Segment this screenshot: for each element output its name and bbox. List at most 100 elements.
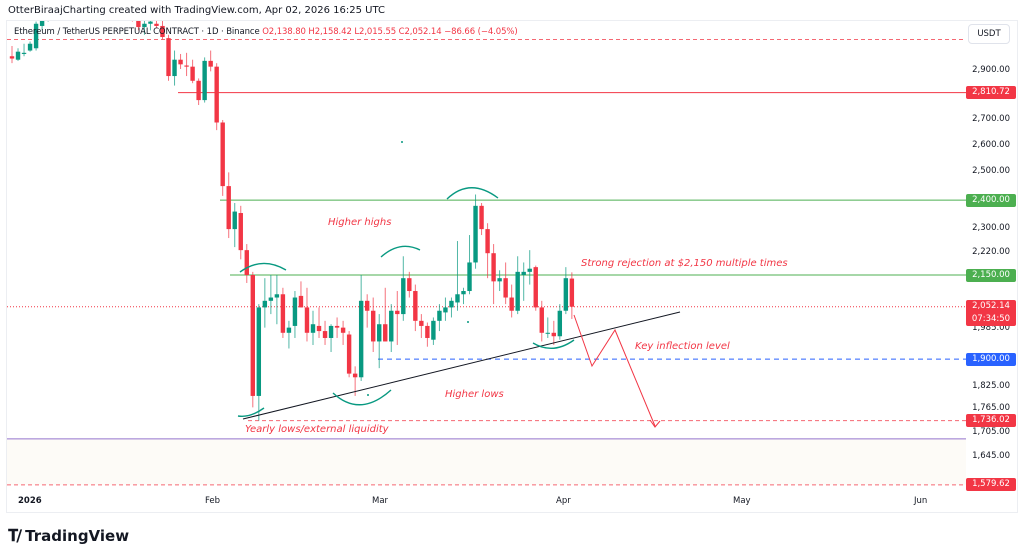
candle-body[interactable] [27,43,33,51]
candle-body[interactable] [274,294,280,298]
candle-body[interactable] [334,325,340,328]
candle-body[interactable] [76,4,80,6]
candle-body[interactable] [136,15,141,28]
candle-body[interactable] [286,327,292,333]
candle-body[interactable] [473,205,478,263]
candle-body[interactable] [431,320,436,340]
candle-body[interactable] [52,0,56,9]
price-level-label[interactable]: 2,400.00 [966,193,1016,207]
candle-body[interactable] [160,25,165,38]
candle-body[interactable] [497,278,502,282]
chart-frame[interactable] [6,20,1018,513]
price-level-label[interactable]: 1,900.00 [966,352,1016,366]
candle-body[interactable] [413,291,418,321]
candle-body[interactable] [196,80,201,101]
price-level-label[interactable]: 1,579.62 [966,478,1016,492]
candle-body[interactable] [58,0,62,4]
candle-body[interactable] [569,278,575,307]
candle-body[interactable] [256,307,262,396]
candle-body[interactable] [527,268,532,272]
candle-body[interactable] [172,59,177,77]
candle-body[interactable] [190,66,195,81]
candle-body[interactable] [9,56,15,59]
candle-body[interactable] [437,310,442,321]
candle-body[interactable] [220,122,225,187]
candle-body[interactable] [322,331,328,338]
candle-body[interactable] [389,310,394,342]
candle-body[interactable] [419,320,424,326]
candle-body[interactable] [395,310,400,315]
price-level-label[interactable]: 2,150.00 [966,268,1016,282]
candle-body[interactable] [346,334,352,374]
candle-body[interactable] [21,52,27,54]
tradingview-logo[interactable]: 𝐓∕ TradingView [8,526,129,546]
candle-body[interactable] [425,325,430,338]
candle-body[interactable] [268,297,274,301]
candle-body[interactable] [292,297,298,326]
candle-body[interactable] [214,66,219,123]
currency-button[interactable]: USDT [968,24,1010,44]
candle-body[interactable] [142,23,147,28]
candle-body[interactable] [148,21,153,24]
candle-body[interactable] [178,59,183,65]
candle-body[interactable] [485,229,490,254]
candle-body[interactable] [232,211,237,230]
candle-body[interactable] [551,332,556,337]
candle-body[interactable] [352,373,358,378]
candle-body[interactable] [39,17,45,26]
candle-body[interactable] [202,60,207,101]
candle-body[interactable] [244,250,249,276]
candle-body[interactable] [316,325,322,332]
candle-body[interactable] [455,294,460,303]
candle-body[interactable] [88,0,92,2]
candle-body[interactable] [358,300,364,378]
candle-body[interactable] [340,327,346,333]
candle-body[interactable] [563,278,569,311]
candle-body[interactable] [328,325,334,338]
candle-body[interactable] [82,1,86,4]
candle-body[interactable] [401,278,406,315]
candle-body[interactable] [184,65,189,67]
candle-body[interactable] [64,4,68,13]
candle-body[interactable] [250,275,255,396]
candle-body[interactable] [304,307,310,333]
candle-body[interactable] [154,23,159,26]
candle-body[interactable] [371,310,376,342]
candle-body[interactable] [479,205,484,230]
candle-body[interactable] [364,300,370,311]
candles-series[interactable] [9,0,575,421]
candle-body[interactable] [539,307,544,333]
candle-body[interactable] [208,60,213,67]
candle-body[interactable] [46,6,50,17]
candle-body[interactable] [226,186,231,230]
candle-body[interactable] [443,307,448,313]
candle-body[interactable] [262,300,268,308]
candle-body[interactable] [521,271,526,276]
candle-body[interactable] [407,278,412,292]
candle-body[interactable] [130,4,134,15]
candle-body[interactable] [33,23,39,49]
price-level-label[interactable]: 1,736.02 [966,414,1016,428]
price-level-label[interactable]: 2,810.72 [966,86,1016,100]
candle-body[interactable] [166,38,171,77]
ascending-trendline[interactable] [242,311,681,420]
candle-body[interactable] [15,51,21,60]
candle-body[interactable] [238,213,243,251]
candle-body[interactable] [545,332,550,334]
candle-body[interactable] [449,300,454,308]
candle-body[interactable] [461,291,466,295]
candle-body[interactable] [533,267,538,308]
symbol-title[interactable]: Ethereum / TetherUS PERPETUAL CONTRACT ·… [14,27,260,37]
candle-body[interactable] [310,324,316,333]
candle-body[interactable] [509,297,514,311]
candle-body[interactable] [467,262,472,292]
candle-body[interactable] [557,310,563,337]
price-level-label[interactable]: 2,052.14 07:34:50 [966,300,1016,327]
candle-body[interactable] [377,324,382,342]
candle-body[interactable] [491,253,496,282]
candle-body[interactable] [124,0,128,4]
candle-body[interactable] [298,295,304,308]
candle-body[interactable] [70,6,74,12]
candle-body[interactable] [515,271,520,311]
